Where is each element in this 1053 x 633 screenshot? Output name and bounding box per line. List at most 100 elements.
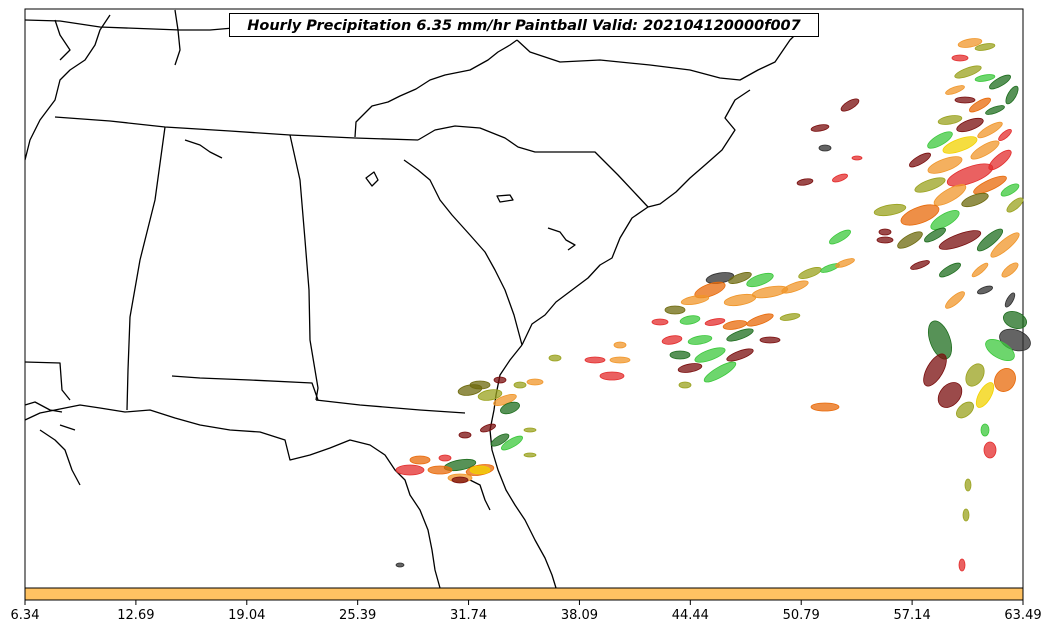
precip-paintball	[945, 85, 965, 95]
precip-paintball	[1005, 85, 1019, 105]
carolina-coast	[516, 22, 813, 346]
precip-paintball	[970, 140, 1000, 160]
precip-paintball	[942, 136, 978, 154]
tn-south-border	[54, 116, 419, 141]
precip-paintball	[704, 318, 726, 326]
precip-paintball	[609, 356, 631, 364]
precip-paintball	[930, 210, 960, 230]
precip-paintball	[840, 98, 860, 112]
precip-paintball	[1004, 292, 1016, 308]
precip-paintball	[945, 291, 965, 309]
precip-paintball	[876, 236, 894, 244]
lake-outline-3	[496, 194, 514, 203]
precip-paintball	[664, 305, 686, 315]
precip-paintball	[409, 455, 431, 465]
precip-paintball	[490, 433, 510, 447]
precip-paintball	[956, 401, 974, 419]
florida-interior	[469, 479, 491, 511]
colorbar-tick-label: 63.49	[1004, 608, 1042, 623]
precip-paintball	[526, 378, 544, 386]
precip-paintball	[900, 204, 940, 226]
precip-paintball	[964, 478, 972, 492]
precip-paintball	[458, 431, 472, 439]
ms-la-border	[24, 361, 71, 401]
boundary-lines	[24, 9, 813, 589]
precip-paintball	[977, 285, 993, 295]
precip-paintball	[994, 368, 1016, 392]
precip-paintball	[722, 320, 748, 330]
precip-paintball	[678, 381, 692, 389]
precip-paintball	[927, 156, 963, 174]
precip-paintball	[954, 65, 982, 79]
precip-paintball	[584, 356, 606, 364]
al-ms-border	[126, 126, 166, 411]
precip-paintball	[873, 203, 907, 217]
precip-paintball	[965, 363, 985, 387]
precip-paintball	[957, 38, 983, 48]
precip-paintball	[746, 272, 774, 288]
precip-paintball	[980, 423, 990, 437]
precip-paintball	[477, 389, 503, 401]
precip-paintball	[679, 315, 701, 325]
colorbar-tick-label: 50.79	[782, 608, 820, 623]
precip-paintball	[924, 227, 946, 243]
precip-paintball	[927, 320, 953, 360]
gulf-coast	[24, 404, 441, 589]
colorbar-tick-label: 31.74	[449, 608, 488, 623]
precip-paintball	[726, 328, 754, 342]
precip-paintball	[746, 313, 774, 327]
precip-paintball	[759, 336, 781, 344]
precip-paintball	[974, 43, 996, 51]
precip-paintball	[1006, 197, 1024, 213]
colorbar-tick-label: 38.09	[560, 608, 599, 623]
precip-paintball	[599, 371, 625, 381]
precip-paintball	[962, 508, 970, 522]
precip-paintball	[438, 454, 452, 462]
precip-paintball	[523, 427, 537, 433]
precip-paintball	[694, 347, 726, 363]
colorbar-tick-label: 25.39	[339, 608, 377, 623]
precip-paintball	[951, 54, 969, 62]
precip-paintball	[989, 74, 1011, 90]
precip-paintball	[914, 177, 946, 193]
precip-paintball	[974, 74, 996, 82]
precip-paintball	[958, 558, 966, 572]
precip-paintball	[973, 175, 1007, 195]
precip-paintball	[946, 163, 994, 187]
precip-paintball	[469, 380, 491, 390]
precip-paintball	[835, 258, 855, 268]
north-boundary-wiggle	[24, 14, 111, 161]
colorbar-tick-label: 6.34	[10, 608, 40, 623]
precip-paintball	[703, 361, 737, 383]
precip-paintball	[501, 435, 523, 451]
precip-paintball	[810, 124, 830, 132]
precip-paintball	[669, 350, 691, 360]
precip-paintball	[937, 115, 963, 125]
precip-paintball	[983, 441, 997, 459]
precip-paintball	[726, 348, 754, 362]
precip-paintball	[910, 260, 930, 270]
precip-paintball	[680, 294, 710, 306]
precip-paintball	[661, 335, 683, 345]
precip-paintball	[796, 178, 814, 186]
precip-paintball	[985, 105, 1005, 115]
precip-paintball	[818, 144, 832, 152]
precip-paintball	[969, 97, 991, 113]
precip-paintball	[1001, 262, 1019, 278]
precip-paintball	[687, 335, 713, 345]
precip-paintball	[480, 423, 496, 433]
ms-delta-coast	[24, 401, 81, 486]
precip-paintball	[933, 184, 967, 206]
precip-paintball	[961, 192, 989, 208]
colorbar-ticks	[24, 600, 1024, 605]
precip-paintball	[810, 402, 840, 412]
precip-paintball	[977, 121, 1003, 139]
lake-outline-2	[365, 171, 379, 187]
precip-paintball	[829, 229, 851, 245]
precip-paintball	[1002, 311, 1028, 329]
precip-paintball	[954, 96, 976, 104]
precip-paintball	[990, 232, 1020, 258]
precip-paintball	[909, 152, 931, 168]
ky-boundary-wiggle	[174, 9, 181, 66]
